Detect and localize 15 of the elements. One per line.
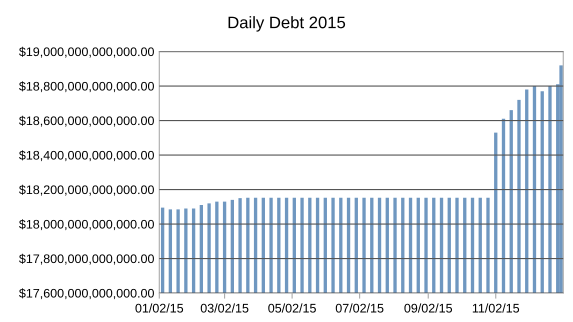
y-tick-label: $18,400,000,000,000.00: [19, 150, 154, 162]
y-tick-label: $18,200,000,000,000.00: [19, 184, 154, 196]
y-tick-label: $18,800,000,000,000.00: [19, 81, 154, 92]
x-tick-label: 03/02/15: [200, 303, 248, 313]
y-tick-label: $18,600,000,000,000.00: [19, 116, 154, 127]
y-tick-label: $19,000,000,000,000.00: [19, 46, 154, 58]
chart-title: Daily Debt 2015: [228, 16, 346, 32]
y-tick-label: $17,600,000,000,000.00: [19, 288, 154, 300]
x-tick-label: 09/02/15: [404, 303, 452, 313]
y-tick-label: $17,800,000,000,000.00: [19, 254, 154, 265]
y-tick-label: $18,000,000,000,000.00: [19, 219, 154, 230]
x-tick-label: 07/02/15: [336, 303, 384, 313]
x-tick-label: 01/02/15: [135, 303, 184, 313]
x-tick-label: 05/02/15: [268, 303, 316, 313]
x-tick-label: 11/02/15: [472, 303, 520, 313]
